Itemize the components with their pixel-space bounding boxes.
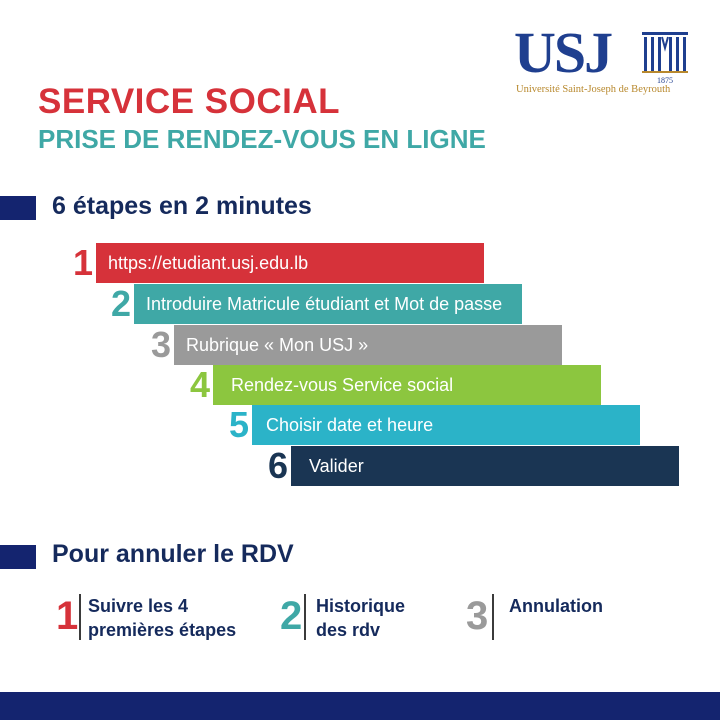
steps-heading: 6 étapes en 2 minutes <box>52 192 312 220</box>
usj-emblem-icon: 1875 <box>642 32 688 85</box>
step-bar: Valider <box>291 446 679 486</box>
step-bar: Rubrique « Mon USJ » <box>174 325 562 365</box>
step-label: Valider <box>309 456 364 476</box>
cancel-step-number: 2 <box>280 594 303 638</box>
divider <box>304 594 306 640</box>
step-bar: Rendez-vous Service social <box>213 365 601 405</box>
cancel-step-text: Suivre les 4 premières étapes <box>88 594 236 642</box>
cancel-step-text: Historique des rdv <box>316 594 405 642</box>
divider <box>492 594 494 640</box>
section-accent-bar <box>0 545 36 569</box>
step-number: 6 <box>267 445 289 486</box>
step-bar: Introduire Matricule étudiant et Mot de … <box>134 284 522 324</box>
step-bar: Choisir date et heure <box>252 405 640 445</box>
cancel-heading: Pour annuler le RDV <box>52 540 294 568</box>
cancel-step-number: 3 <box>466 594 489 638</box>
usj-logo: USJ 1875 Université Saint-Joseph de Beyr… <box>514 22 690 98</box>
logo-letters: USJ <box>514 20 613 85</box>
step-label: Rendez-vous Service social <box>231 375 454 395</box>
section-accent-bar <box>0 196 36 220</box>
cancel-step-line: Historique <box>316 596 406 616</box>
footer-bar <box>0 692 720 720</box>
cancel-step-line: des rdv <box>316 620 381 640</box>
step-label: Introduire Matricule étudiant et Mot de … <box>146 294 503 314</box>
divider <box>79 594 81 640</box>
step-number: 2 <box>110 283 132 324</box>
logo-year: 1875 <box>657 76 673 85</box>
cancel-step-line: Suivre les 4 <box>88 596 189 616</box>
step-label: https://etudiant.usj.edu.lb <box>108 253 309 273</box>
step-number: 4 <box>189 364 211 405</box>
step-bar: https://etudiant.usj.edu.lb <box>96 243 484 283</box>
page-subtitle: PRISE DE RENDEZ-VOUS EN LIGNE <box>38 124 486 154</box>
cancel-step-line: Annulation <box>509 596 603 616</box>
step-number: 3 <box>150 324 172 365</box>
page-title: SERVICE SOCIAL <box>38 82 340 121</box>
cancel-step-text: Annulation <box>509 594 603 618</box>
cancel-step-line: premières étapes <box>88 620 237 640</box>
step-number: 1 <box>72 242 94 283</box>
step-label: Choisir date et heure <box>266 415 434 435</box>
step-label: Rubrique « Mon USJ » <box>186 335 369 355</box>
cancel-step-number: 1 <box>56 594 79 638</box>
logo-university-name: Université Saint-Joseph de Beyrouth <box>516 84 671 95</box>
step-number: 5 <box>228 404 250 445</box>
